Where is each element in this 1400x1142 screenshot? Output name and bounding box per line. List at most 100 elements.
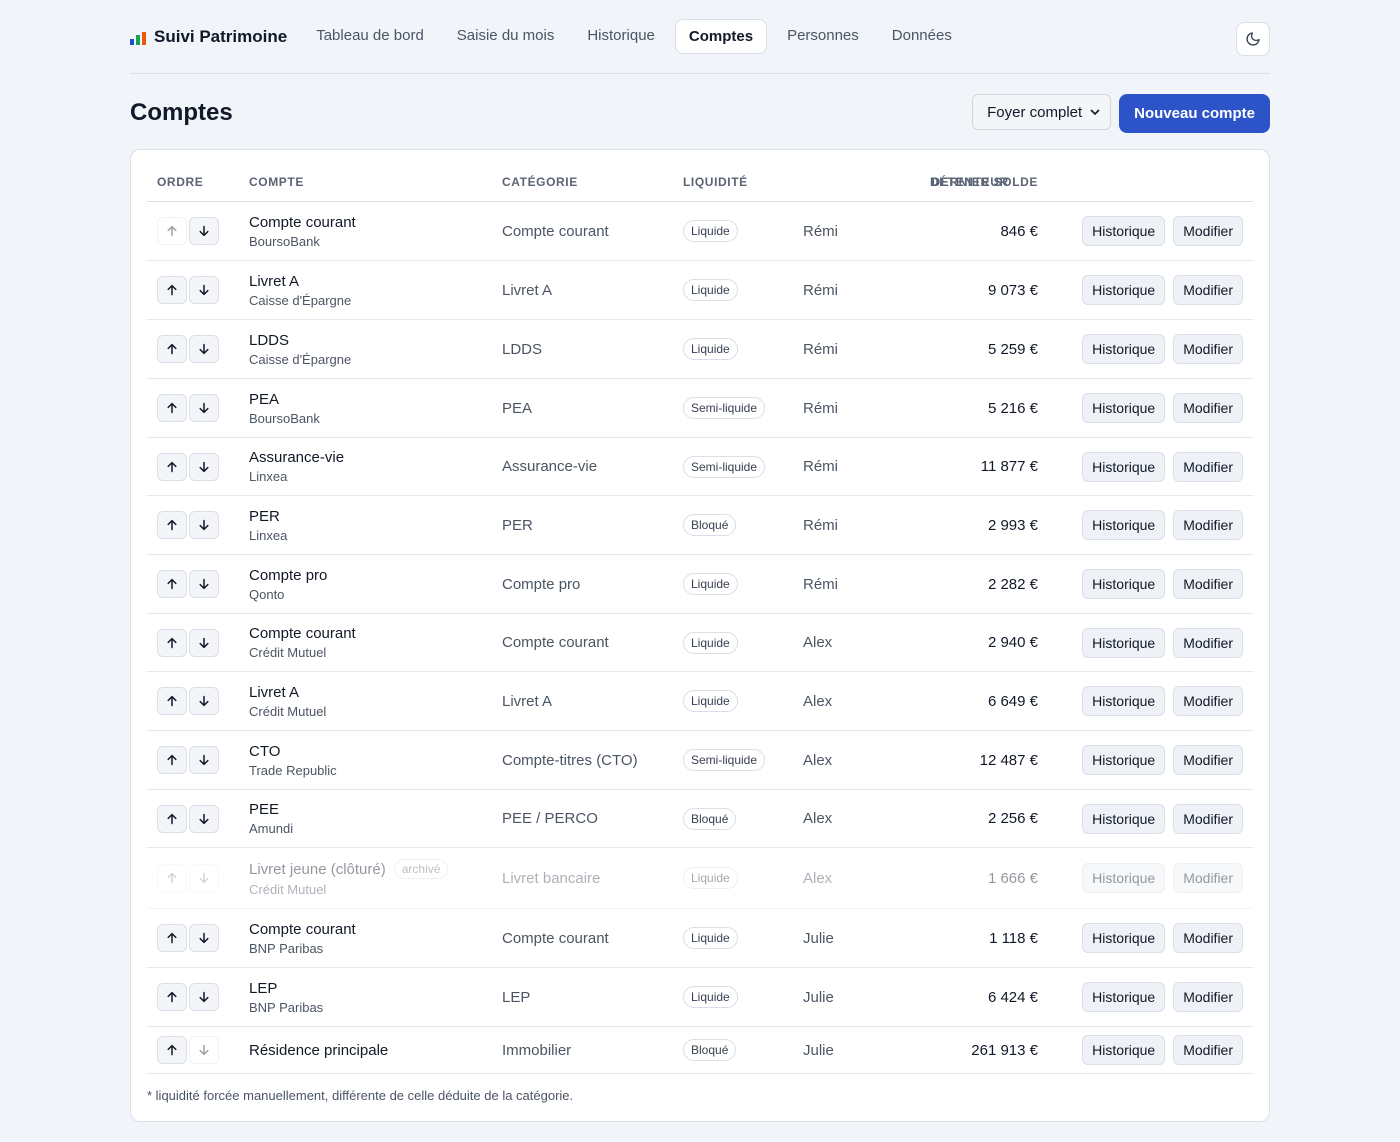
edit-button[interactable]: Modifier (1173, 275, 1243, 305)
move-down-button[interactable] (189, 687, 219, 715)
move-up-button[interactable] (157, 983, 187, 1011)
move-down-button[interactable] (189, 628, 219, 657)
move-up-button[interactable] (157, 924, 187, 952)
edit-button[interactable]: Modifier (1173, 451, 1243, 482)
arrow-up-icon (166, 695, 178, 707)
household-filter-select[interactable]: Foyer complet (972, 94, 1112, 130)
account-name: Compte courant (249, 920, 356, 938)
edit-button[interactable]: Modifier (1173, 334, 1243, 364)
account-name: PER (249, 507, 280, 525)
move-up-button[interactable] (157, 804, 187, 833)
account-name: CTO (249, 742, 281, 760)
nav-tab-3[interactable]: Comptes (674, 19, 768, 54)
history-button[interactable]: Historique (1082, 1035, 1166, 1065)
history-button[interactable]: Historique (1082, 982, 1166, 1012)
history-button[interactable]: Historique (1082, 686, 1166, 716)
edit-button[interactable]: Modifier (1173, 1035, 1243, 1065)
account-name: Livret A (249, 272, 300, 290)
liquidity-badge: Semi-liquide (683, 397, 766, 419)
history-button[interactable]: Historique (1082, 627, 1166, 658)
liquidity-cell: Bloqué (683, 1027, 737, 1073)
account-cell: Compte courant Crédit Mutuel (249, 614, 356, 671)
holder-cell: Rémi (803, 281, 839, 299)
account-cell: Résidence principale (249, 1027, 388, 1073)
holder-cell: Julie (803, 988, 834, 1006)
history-button[interactable]: Historique (1082, 393, 1166, 423)
move-down-button[interactable] (189, 924, 219, 952)
history-button[interactable]: Historique (1082, 863, 1166, 893)
new-account-button[interactable]: Nouveau compte (1119, 94, 1270, 133)
liquidity-badge: Liquide (683, 220, 738, 242)
edit-button[interactable]: Modifier (1173, 627, 1243, 658)
category-cell: Livret A (502, 692, 553, 710)
liquidity-badge: Liquide (683, 927, 738, 949)
brand-name: Suivi Patrimoine (154, 26, 288, 46)
move-down-button[interactable] (189, 217, 219, 245)
table-row: PEE Amundi PEE / PERCO Bloqué Alex 2 256… (147, 790, 1253, 848)
edit-button[interactable]: Modifier (1173, 745, 1243, 775)
move-up-button[interactable] (157, 570, 187, 598)
history-button[interactable]: Historique (1082, 803, 1166, 834)
move-up-button[interactable] (157, 335, 187, 363)
move-down-button[interactable] (189, 335, 219, 363)
holder-cell: Alex (803, 810, 833, 827)
account-bank: Trade Republic (249, 762, 337, 778)
move-up-button[interactable] (157, 394, 187, 422)
edit-button[interactable]: Modifier (1173, 803, 1243, 834)
edit-button[interactable]: Modifier (1173, 923, 1243, 953)
row-actions: Historique Modifier (1082, 379, 1243, 437)
history-button[interactable]: Historique (1082, 569, 1166, 599)
arrow-up-icon (166, 1044, 178, 1056)
edit-button[interactable]: Modifier (1173, 216, 1243, 246)
history-button[interactable]: Historique (1082, 275, 1166, 305)
history-button[interactable]: Historique (1082, 334, 1166, 364)
row-actions: Historique Modifier (1082, 731, 1243, 789)
move-down-button[interactable] (189, 511, 219, 539)
account-bank: Caisse d'Épargne (249, 351, 352, 367)
balance-cell: 261 913 € (971, 1041, 1038, 1059)
move-up-button[interactable] (157, 1036, 187, 1064)
edit-button[interactable]: Modifier (1173, 569, 1243, 599)
edit-button[interactable]: Modifier (1173, 393, 1243, 423)
move-down-button[interactable] (189, 746, 219, 774)
history-button[interactable]: Historique (1082, 923, 1166, 953)
nav-tab-5[interactable]: Données (891, 27, 952, 44)
page-header: Comptes Foyer complet Nouveau compte (130, 74, 1270, 152)
move-up-button[interactable] (157, 687, 187, 715)
move-down-button[interactable] (189, 276, 219, 304)
row-actions: Historique Modifier (1082, 1027, 1243, 1073)
nav-tab-2[interactable]: Historique (587, 27, 655, 44)
move-up-button[interactable] (157, 452, 187, 481)
move-down-button[interactable] (189, 804, 219, 833)
nav-tab-4[interactable]: Personnes (787, 27, 859, 44)
arrow-up-icon (166, 225, 178, 237)
history-button[interactable]: Historique (1082, 216, 1166, 246)
move-up-button[interactable] (157, 746, 187, 774)
nav-tab-1[interactable]: Saisie du mois (456, 27, 555, 44)
holder-cell: Rémi (803, 516, 839, 534)
move-down-button[interactable] (189, 394, 219, 422)
move-up-button[interactable] (157, 276, 187, 304)
edit-button[interactable]: Modifier (1173, 510, 1243, 540)
move-down-button[interactable] (189, 570, 219, 598)
col-header-holder: DÉTENTEUR (930, 175, 1009, 189)
move-down-button[interactable] (189, 983, 219, 1011)
nav-tab-0[interactable]: Tableau de bord (316, 27, 424, 44)
move-up-button[interactable] (157, 511, 187, 539)
edit-button[interactable]: Modifier (1173, 982, 1243, 1012)
arrow-up-icon (166, 284, 178, 296)
theme-toggle-button[interactable] (1236, 22, 1270, 56)
move-up-button[interactable] (157, 628, 187, 657)
arrow-up-icon (166, 461, 178, 473)
history-button[interactable]: Historique (1082, 451, 1166, 482)
move-down-button[interactable] (189, 452, 219, 481)
edit-button[interactable]: Modifier (1173, 863, 1243, 893)
liquidity-cell: Semi-liquide (683, 379, 766, 437)
edit-button[interactable]: Modifier (1173, 686, 1243, 716)
history-button[interactable]: Historique (1082, 745, 1166, 775)
table-row: Livret jeune (clôturé) archivé Crédit Mut… (147, 848, 1253, 909)
brand[interactable]: Suivi Patrimoine (130, 27, 287, 47)
history-button[interactable]: Historique (1082, 510, 1166, 540)
liquidity-cell: Bloqué (683, 790, 737, 847)
account-cell: Compte courant BoursoBank (249, 202, 356, 260)
